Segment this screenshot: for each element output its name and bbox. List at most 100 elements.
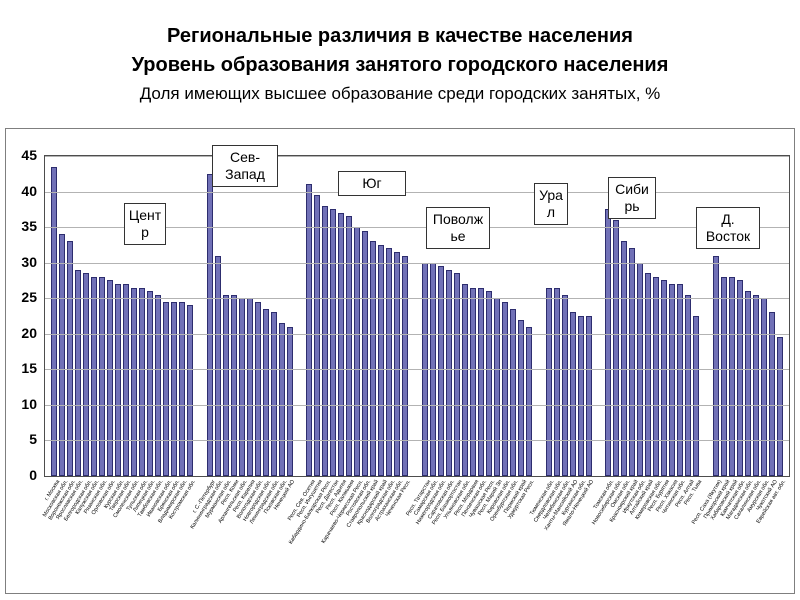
bar — [720, 276, 727, 476]
y-tick-label: 10 — [21, 395, 37, 412]
bar — [517, 319, 524, 476]
bar-group-Юг: Респ. Сев. Осетия Респ. Ингушетия Кабардин… — [287, 156, 412, 545]
page-title-line-2: Уровень образования занятого городского … — [131, 54, 669, 76]
district-label-Урал: Урал — [534, 183, 568, 225]
bar-slot: Респ. Башкортостан — [432, 156, 464, 526]
bar — [677, 284, 684, 476]
bar-slot: Чеченская Респ. — [385, 156, 412, 518]
bar-slot: Респ. Бурятия — [647, 156, 671, 513]
bar-slot: Ульяновская обл. — [443, 156, 472, 520]
bar — [362, 230, 369, 476]
gridline — [45, 298, 789, 300]
gridline — [45, 333, 789, 335]
bar — [278, 323, 285, 476]
bar — [115, 284, 121, 476]
gridline — [45, 404, 789, 406]
bar-slot: Псковская обл. — [263, 156, 289, 515]
bar-slot: Магаданская обл. — [726, 156, 755, 521]
bar — [346, 216, 353, 476]
bar — [139, 287, 145, 476]
bar — [99, 276, 105, 476]
bar — [744, 291, 751, 476]
bar — [75, 269, 81, 476]
bar — [222, 294, 229, 476]
bar — [569, 312, 576, 476]
bar — [629, 248, 636, 476]
bar — [286, 326, 293, 476]
bar-slot: Ставропольский край — [346, 156, 380, 529]
bar — [453, 273, 460, 476]
bar-slot: Респ. Саха (Якутия) — [691, 156, 723, 525]
bar-slot: Пермский край — [503, 156, 528, 515]
bar-slot: Кабардино-Балкарская Респ. — [288, 156, 332, 545]
bar-slot: Челябинская обл. — [542, 156, 572, 521]
bar — [461, 284, 468, 476]
bar-slot: Кемеровская обл. — [634, 156, 663, 521]
bar-slot: Респ. Калмыкия — [330, 156, 356, 517]
bar-slot: Респ. Тыва — [683, 156, 703, 506]
bar-slot: Орловская обл. — [91, 156, 117, 516]
bar — [712, 255, 719, 476]
bar — [736, 280, 743, 476]
bar — [525, 326, 532, 476]
bar — [585, 316, 592, 476]
gridline — [45, 227, 789, 229]
bar-slot: Тверская обл. — [109, 156, 133, 512]
y-tick-label: 40 — [21, 182, 37, 199]
bar — [83, 273, 89, 476]
bar-slot: Саратовская обл. — [427, 156, 456, 520]
bar-group-Центр: г. Москва Московская обл. Воронежская обл.… — [42, 156, 197, 524]
bar-slot: Смоленская обл. — [113, 156, 141, 519]
chart-frame: 0 5 10 15 20 25 30 35 40 45 г. Москва Московская о… — [5, 128, 795, 594]
bar — [262, 308, 269, 476]
gridline — [45, 156, 789, 157]
bar — [254, 301, 261, 476]
bar-slot: Красноярский край — [609, 156, 639, 523]
bar-slot: Волгоградская обл. — [365, 156, 396, 524]
district-label-Сев-Запад: Сев-Запад — [212, 145, 278, 187]
bar-slot: Чувашская Респ. — [468, 156, 496, 519]
bar — [577, 316, 584, 476]
bar — [485, 291, 492, 476]
bar — [91, 276, 97, 476]
bar-slot: Нижегородская обл. — [416, 156, 448, 526]
bar-slot: Ямало-Ненецкий АО — [562, 156, 596, 527]
bar-slot: Липецкая обл. — [133, 156, 157, 513]
bar-slot: Пензенская обл. — [461, 156, 488, 518]
bar — [123, 284, 129, 476]
bar — [163, 301, 169, 476]
bar — [469, 287, 476, 476]
bar-slot: Вологодская обл. — [236, 156, 265, 520]
bar-slot: Московская обл. — [42, 156, 69, 518]
bar — [179, 301, 185, 476]
bar — [402, 255, 409, 476]
bar — [67, 241, 73, 476]
bar-slot: Рязанская обл. — [84, 156, 109, 515]
bar — [306, 184, 313, 476]
bar-slot: Алтайский край — [629, 156, 655, 516]
y-tick-label: 35 — [21, 218, 37, 235]
bar — [561, 294, 568, 476]
bar — [477, 287, 484, 476]
bar — [246, 298, 253, 476]
bar — [653, 276, 660, 476]
bar-slot: Респ. Карелия — [232, 156, 257, 513]
bar — [131, 287, 137, 476]
y-tick-label: 0 — [29, 467, 37, 483]
bar — [661, 280, 668, 476]
bar — [776, 337, 783, 476]
bar — [493, 298, 500, 476]
gridline — [45, 262, 789, 264]
bar-slot: Читинская обл. — [662, 156, 687, 515]
gridline — [45, 191, 789, 193]
bar-slot: Респ. Марий Эл — [477, 156, 504, 517]
bar-slot: Ивановская обл. — [146, 156, 173, 518]
bar-slot: Белгородская обл. — [63, 156, 93, 522]
bar-slot: Владимирская обл. — [158, 156, 189, 524]
bar-slot: Респ. Дагестан — [315, 156, 340, 515]
bar-group-Поволжье: Респ. Татарстан Самарская обл. Нижегородск… — [405, 156, 536, 526]
bar — [645, 273, 652, 476]
bar — [669, 284, 676, 476]
bar-slot: Новосибирская обл. — [591, 156, 623, 526]
